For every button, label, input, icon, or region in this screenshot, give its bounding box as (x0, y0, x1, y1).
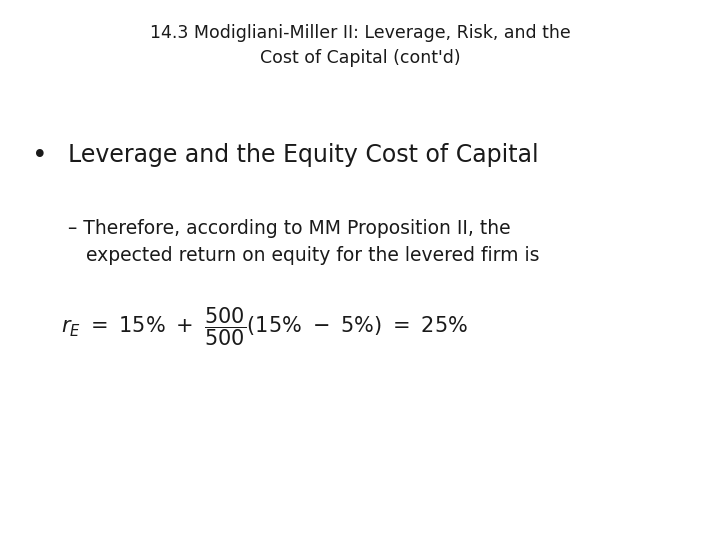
Text: – Therefore, according to MM Proposition II, the
   expected return on equity fo: – Therefore, according to MM Proposition… (68, 219, 540, 265)
Text: Leverage and the Equity Cost of Capital: Leverage and the Equity Cost of Capital (68, 143, 539, 167)
Text: •: • (32, 143, 48, 169)
Text: $r_E \ = \ 15\% \ + \ \dfrac{500}{500}(15\% \ - \ 5\%) \ = \ 25\%$: $r_E \ = \ 15\% \ + \ \dfrac{500}{500}(1… (61, 305, 468, 348)
Text: 14.3 Modigliani-Miller II: Leverage, Risk, and the
Cost of Capital (cont'd): 14.3 Modigliani-Miller II: Leverage, Ris… (150, 24, 570, 66)
